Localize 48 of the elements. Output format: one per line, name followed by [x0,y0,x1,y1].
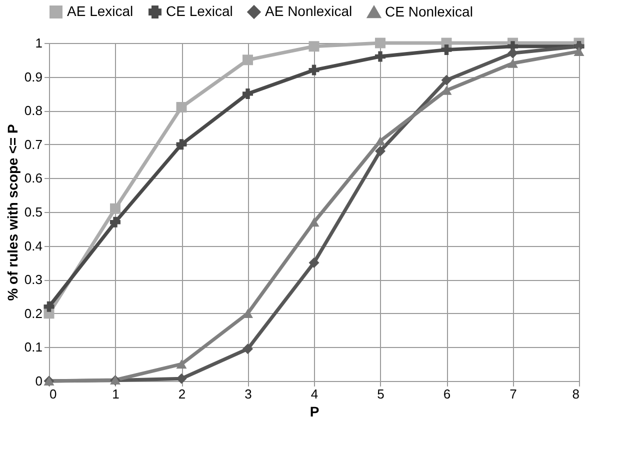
point [375,51,386,62]
point [441,74,452,86]
point [110,216,120,228]
legend-label: AE Nonlexical [265,3,352,19]
y-tick-label: 0.1 [24,340,42,355]
y-tick-label: 0.3 [24,272,42,288]
point [308,218,320,227]
point [375,38,386,48]
x-axis-title: P [310,404,320,420]
y-tick-label: 0.5 [24,204,42,220]
y-tick-label: 0.8 [24,103,42,118]
point [308,41,320,52]
point [441,44,452,56]
y-tick-label: 0.7 [24,136,42,152]
point [242,54,253,66]
x-tick-label: 1 [112,386,120,402]
point [176,102,187,112]
y-tick-label: 0.4 [24,238,42,254]
point [242,344,253,354]
legend-label: CE Nonlexical [385,3,473,20]
point [110,203,120,214]
x-tick-label: 3 [244,386,252,402]
point [308,257,320,268]
x-tick-label: 2 [178,386,186,402]
point [375,146,386,156]
point [375,136,386,146]
legend-label: AE Lexical [67,3,134,19]
y-tick-label: 0.9 [24,69,42,84]
point [508,58,518,68]
y-tick-label: 0.6 [24,170,42,186]
x-tick-label: 8 [572,386,580,402]
x-tick-label: 6 [443,386,451,402]
legend-label: CE Lexical [166,3,233,19]
point [242,88,253,99]
y-axis-title: % of rules with scope <= P [4,124,20,301]
x-tick-label: 0 [50,386,57,402]
y-tick-label: 0 [35,374,42,388]
x-tick-label: 7 [510,386,517,402]
point [44,301,54,312]
y-tick-label: 1 [35,36,42,50]
x-tick-label: 4 [310,386,318,402]
x-tick-label: 5 [377,386,384,402]
point [508,48,518,58]
point [176,360,187,369]
point [574,46,584,56]
point [308,64,320,76]
point [176,139,187,150]
y-tick-label: 0.2 [24,306,42,321]
